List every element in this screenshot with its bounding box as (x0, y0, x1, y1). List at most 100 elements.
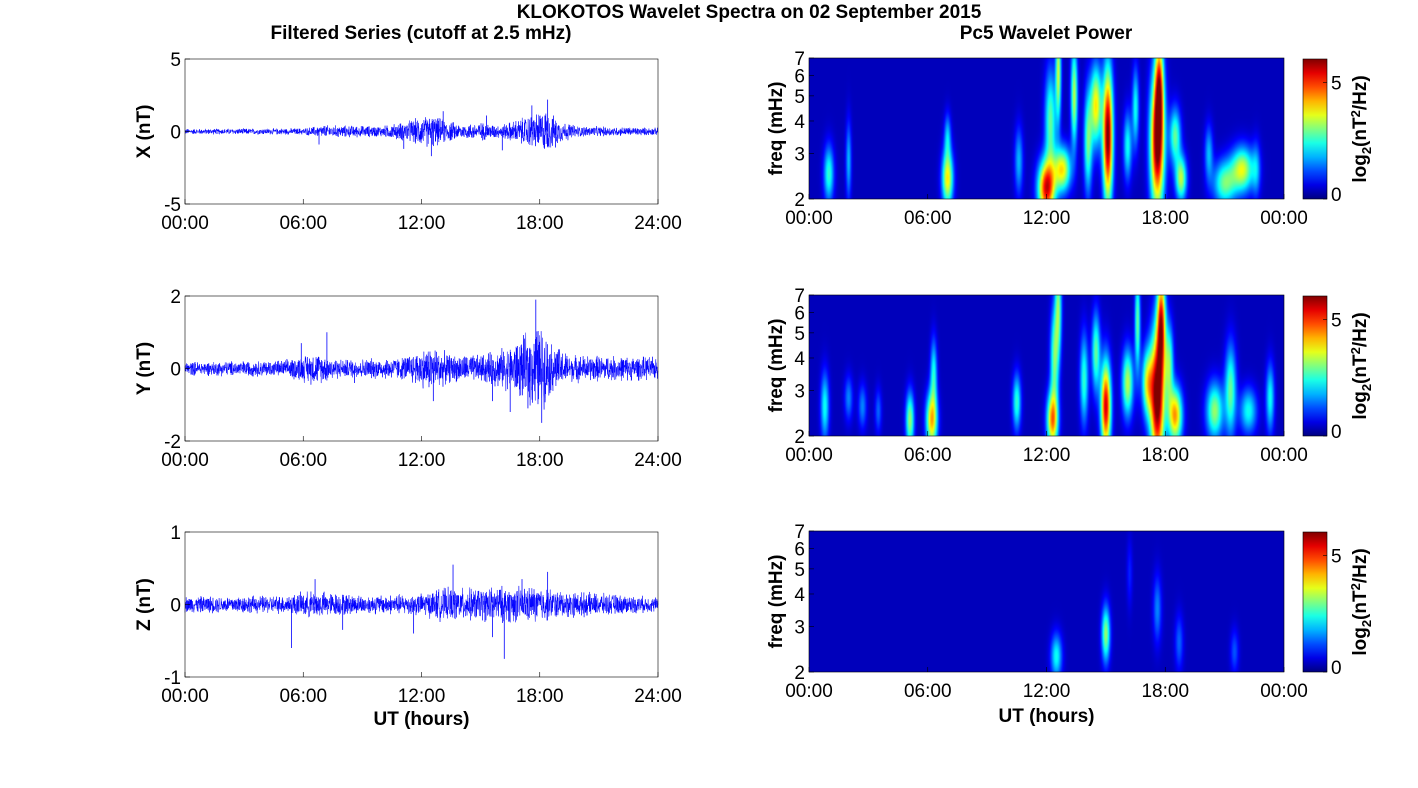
x-tick-label: 24:00 (634, 686, 682, 707)
colorbar (1302, 58, 1328, 200)
colorbar-label: log2(nT2/Hz) (1348, 312, 1374, 419)
y-tick-label: 0 (170, 360, 181, 381)
x-tick-label: 00:00 (161, 686, 209, 707)
colorbar-label-part: 2 (1348, 347, 1363, 354)
colorbar-label-part: 2 (1359, 620, 1374, 627)
colorbar-label-part: log (1350, 154, 1371, 183)
x-tick-label: 06:00 (279, 686, 327, 707)
wavelet-power-image (809, 531, 1284, 672)
x-tick-label: 06:00 (279, 213, 327, 234)
x-tick-label: 18:00 (1141, 681, 1189, 702)
y-tick-label: 7 (794, 522, 805, 543)
x-tick-label: 18:00 (516, 686, 564, 707)
y-tick-label: 5 (794, 560, 805, 581)
colorbar-label-part: log (1350, 627, 1371, 656)
x-tick-label: 00:00 (785, 208, 833, 229)
x-tick-label: 00:00 (161, 450, 209, 471)
x-tick-label: 18:00 (516, 213, 564, 234)
wavelet-power-image (809, 295, 1284, 436)
colorbar-label: log2(nT2/Hz) (1348, 75, 1374, 182)
colorbar-label: log2(nT2/Hz) (1348, 548, 1374, 655)
colorbar-label-part: /Hz) (1350, 75, 1371, 110)
y-tick-label: 2 (170, 287, 181, 308)
x-tick-label: 18:00 (516, 450, 564, 471)
y-axis-label: freq (mHz) (766, 555, 787, 649)
x-tick-label: 24:00 (634, 450, 682, 471)
y-tick-label: 3 (794, 617, 805, 638)
y-tick-label: 6 (794, 539, 805, 560)
colorbar-tick-label: 5 (1331, 73, 1342, 94)
y-tick-label: 7 (794, 286, 805, 307)
right-column-title: Pc5 Wavelet Power (960, 23, 1133, 44)
colorbar-label-part: (nT (1350, 590, 1371, 620)
colorbar-label-part: 2 (1348, 110, 1363, 117)
colorbar-label-part: /Hz) (1350, 312, 1371, 347)
x-tick-label: 06:00 (904, 681, 952, 702)
x-tick-label: 12:00 (398, 686, 446, 707)
y-tick-label: 1 (170, 523, 181, 544)
x-tick-label: 00:00 (161, 213, 209, 234)
x-tick-label: 00:00 (1260, 208, 1308, 229)
y-tick-label: 2 (794, 663, 805, 684)
y-axis-label: Z (nT) (134, 578, 155, 631)
y-tick-label: 3 (794, 381, 805, 402)
x-tick-label: 12:00 (398, 450, 446, 471)
y-tick-label: 4 (794, 112, 805, 133)
x-axis-label: UT (hours) (998, 706, 1094, 727)
colorbar-label-part: (nT (1350, 117, 1371, 147)
y-axis-label: X (nT) (134, 105, 155, 159)
y-tick-label: -5 (164, 195, 181, 216)
y-tick-label: 5 (170, 50, 181, 71)
x-tick-label: 18:00 (1141, 208, 1189, 229)
x-tick-label: 12:00 (1023, 445, 1071, 466)
y-tick-label: 6 (794, 66, 805, 87)
colorbar-label-part: (nT (1350, 354, 1371, 384)
y-tick-label: 7 (794, 49, 805, 70)
colorbar (1302, 295, 1328, 437)
colorbar-tick-label: 0 (1331, 185, 1342, 206)
colorbar-label-part: 2 (1359, 147, 1374, 154)
left-column-title: Filtered Series (cutoff at 2.5 mHz) (271, 23, 572, 44)
x-tick-label: 00:00 (1260, 681, 1308, 702)
colorbar (1302, 531, 1328, 673)
x-tick-label: 06:00 (904, 445, 952, 466)
x-tick-label: 18:00 (1141, 445, 1189, 466)
series-panel-y: 2 0 -200:00 06:00 12:00 18:00 24:00 Y (nT) (134, 287, 682, 471)
x-tick-label: 12:00 (1023, 208, 1071, 229)
x-tick-label: 12:00 (1023, 681, 1071, 702)
colorbar-tick-label: 0 (1331, 422, 1342, 443)
colorbar-label-part: log (1350, 391, 1371, 420)
x-axis-label: UT (hours) (373, 709, 469, 730)
y-tick-label: -2 (164, 432, 181, 453)
x-tick-label: 06:00 (279, 450, 327, 471)
x-tick-label: 00:00 (1260, 445, 1308, 466)
wavelet-panel-y: 2 3 4 5 67 00:00 06:00 12:00 18:00 00:00 freq (mHz… (766, 286, 1374, 466)
y-axis-label: Y (nT) (134, 342, 155, 395)
y-tick-label: 6 (794, 303, 805, 324)
colorbar-tick-label: 0 (1331, 658, 1342, 679)
x-tick-label: 12:00 (398, 213, 446, 234)
series-line (184, 585, 659, 623)
y-tick-label: 2 (794, 427, 805, 448)
x-tick-label: 00:00 (785, 445, 833, 466)
x-tick-label: 06:00 (904, 208, 952, 229)
x-tick-label: 00:00 (785, 681, 833, 702)
colorbar-label-part: 2 (1359, 384, 1374, 391)
y-tick-label: 0 (170, 123, 181, 144)
colorbar-tick-label: 5 (1331, 310, 1342, 331)
series-panel-z: 1 0 -100:00 06:00 12:00 18:00 24:00 Z (nT) UT (h… (134, 523, 682, 730)
y-tick-label: 4 (794, 585, 805, 606)
x-tick-label: 24:00 (634, 213, 682, 234)
y-tick-label: 5 (794, 87, 805, 108)
y-tick-label: 0 (170, 596, 181, 617)
y-axis-label: freq (mHz) (766, 319, 787, 413)
series-line (184, 113, 659, 149)
colorbar-tick-label: 5 (1331, 546, 1342, 567)
y-tick-label: 4 (794, 349, 805, 370)
colorbar-label-part: 2 (1348, 583, 1363, 590)
y-tick-label: 2 (794, 190, 805, 211)
y-tick-label: -1 (164, 668, 181, 689)
